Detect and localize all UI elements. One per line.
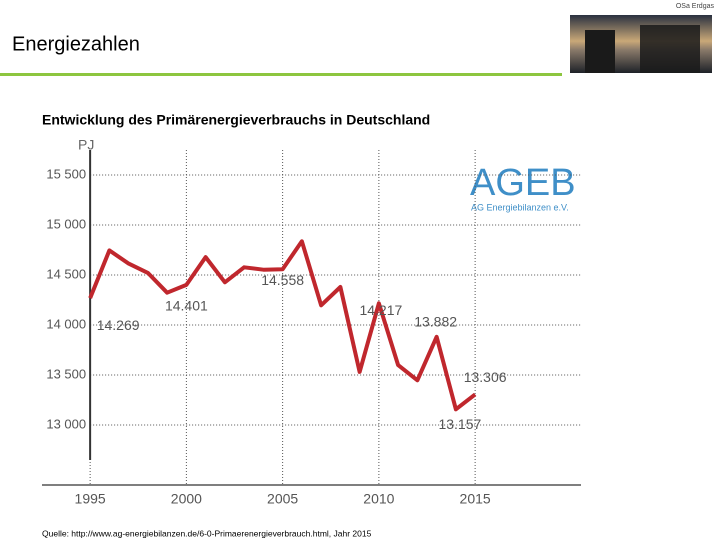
y-tick-label: 13 500 — [46, 366, 86, 381]
x-tick-label: 2000 — [171, 491, 202, 507]
corner-text: OSa Erdgas — [676, 3, 715, 10]
header-rule — [0, 73, 562, 76]
data-label: 14.269 — [97, 317, 140, 333]
logo-name: AGEB — [470, 162, 576, 204]
data-label: 13.157 — [438, 416, 481, 432]
x-tick-label: 2005 — [267, 491, 298, 507]
y-tick-label: 14 500 — [46, 266, 86, 281]
data-label: 13.306 — [464, 369, 507, 385]
data-line — [88, 239, 477, 412]
plot: 13 000 13 500 14 000 14 500 15 000 15 500 1995… — [42, 150, 581, 507]
data-label: 13.882 — [414, 314, 457, 330]
x-tick-label: 1995 — [75, 491, 106, 507]
source-note: Quelle: http://www.ag-energiebilanzen.de… — [42, 528, 372, 538]
y-tick-label: 15 500 — [46, 166, 86, 181]
photo-platform — [640, 25, 700, 73]
y-tick-label: 13 000 — [46, 416, 86, 431]
x-tick-label: 2015 — [460, 491, 491, 507]
y-axis-label: PJ — [78, 137, 94, 153]
photo-platform — [585, 30, 615, 73]
y-tick-label: 14 000 — [46, 316, 86, 331]
header-title: Energiezahlen — [12, 33, 140, 55]
y-tick-label: 15 000 — [46, 216, 86, 231]
data-label: 14.401 — [165, 298, 208, 314]
chart-title: Entwicklung des Primärenergieverbrauchs … — [42, 112, 430, 128]
x-tick-label: 2010 — [363, 491, 394, 507]
data-label: 14.217 — [359, 302, 402, 318]
logo-subtitle: AG Energiebilanzen e.V. — [471, 202, 569, 212]
data-label: 14.558 — [261, 272, 304, 288]
